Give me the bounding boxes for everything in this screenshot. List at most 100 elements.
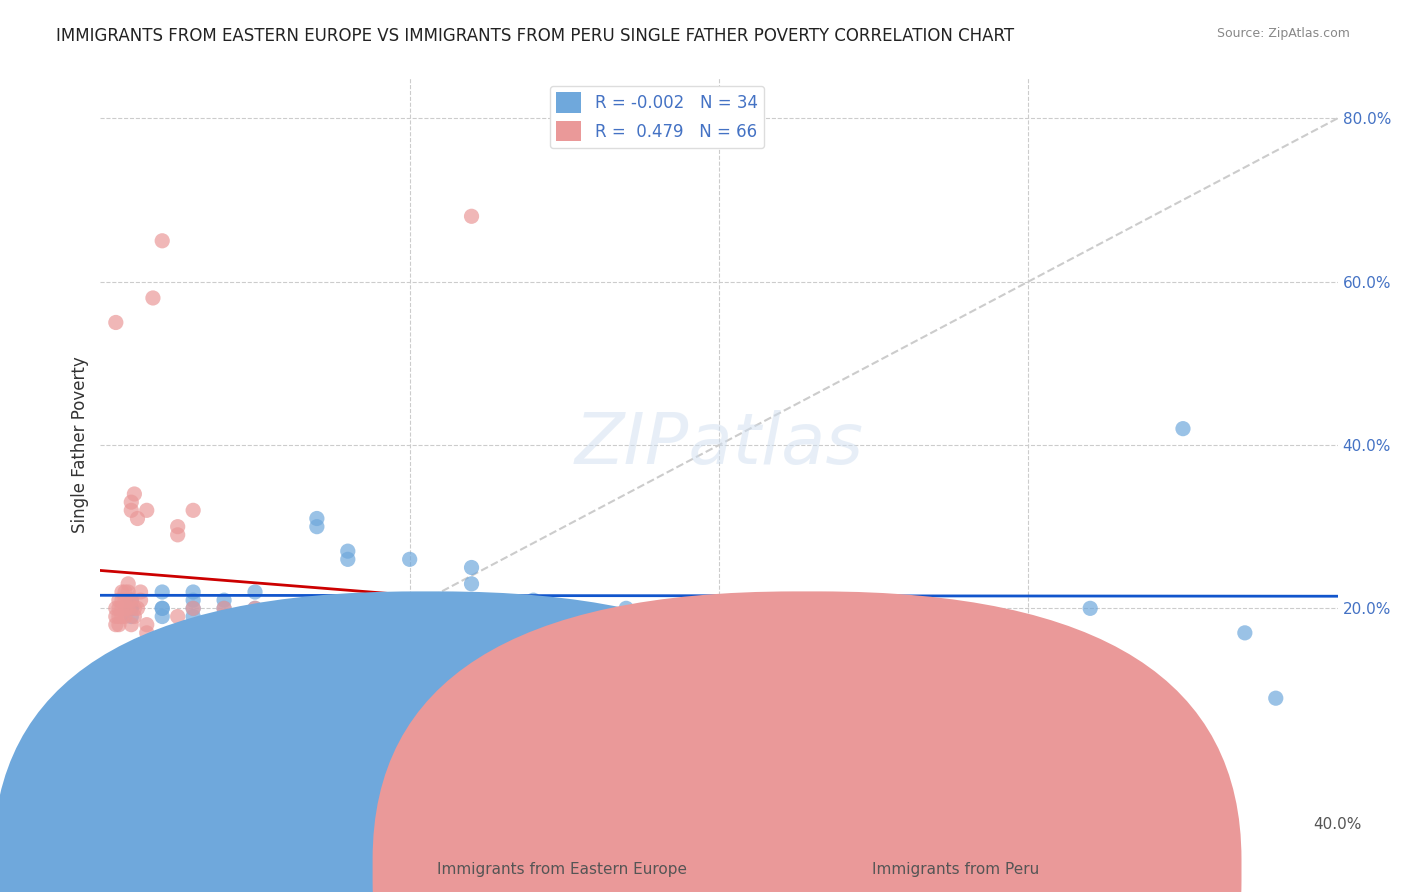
Point [336, 544, 359, 558]
Point [142, 291, 165, 305]
Point [1078, 601, 1101, 615]
Point [243, 625, 266, 640]
Point [274, 601, 297, 615]
Point [127, 511, 149, 525]
Point [181, 609, 204, 624]
Point [553, 609, 575, 624]
Point [336, 625, 359, 640]
Point [274, 642, 297, 657]
Point [111, 609, 134, 624]
Point [1264, 691, 1286, 706]
Point [120, 601, 142, 615]
Point [117, 577, 139, 591]
Point [1171, 422, 1194, 436]
Point [367, 601, 389, 615]
Point [212, 609, 235, 624]
Point [955, 650, 977, 665]
Y-axis label: Single Father Poverty: Single Father Poverty [72, 357, 89, 533]
Point [108, 601, 131, 615]
Point [108, 617, 131, 632]
Point [243, 585, 266, 599]
Point [104, 316, 127, 330]
Point [367, 593, 389, 607]
Point [111, 593, 134, 607]
Point [862, 642, 884, 657]
Point [114, 593, 136, 607]
Text: Source: ZipAtlas.com: Source: ZipAtlas.com [1216, 27, 1350, 40]
Point [104, 617, 127, 632]
Point [398, 552, 420, 566]
Point [124, 601, 146, 615]
Point [212, 601, 235, 615]
Point [135, 625, 157, 640]
Text: Immigrants from Peru: Immigrants from Peru [873, 863, 1039, 877]
Point [127, 601, 149, 615]
Point [212, 593, 235, 607]
Point [120, 593, 142, 607]
Point [120, 609, 142, 624]
Point [111, 601, 134, 615]
Point [129, 585, 152, 599]
Point [124, 609, 146, 624]
Point [336, 552, 359, 566]
Point [181, 601, 204, 615]
Point [114, 609, 136, 624]
Point [129, 593, 152, 607]
Point [104, 609, 127, 624]
Point [120, 503, 142, 517]
Point [117, 585, 139, 599]
Point [305, 519, 328, 533]
Point [243, 642, 266, 657]
Point [769, 625, 792, 640]
Point [305, 511, 328, 525]
Point [707, 617, 730, 632]
Text: ZIPatlas: ZIPatlas [575, 410, 863, 480]
Point [398, 601, 420, 615]
Point [114, 601, 136, 615]
Point [117, 593, 139, 607]
Point [111, 585, 134, 599]
Point [120, 617, 142, 632]
Point [707, 609, 730, 624]
Point [553, 625, 575, 640]
Point [614, 601, 637, 615]
Point [108, 593, 131, 607]
Point [243, 601, 266, 615]
Point [181, 601, 204, 615]
Point [150, 234, 173, 248]
Point [181, 503, 204, 517]
Point [150, 601, 173, 615]
Point [104, 601, 127, 615]
Point [108, 609, 131, 624]
Point [460, 209, 482, 223]
Point [398, 634, 420, 648]
Point [212, 634, 235, 648]
Point [135, 617, 157, 632]
Point [120, 495, 142, 509]
Point [181, 593, 204, 607]
Point [166, 519, 188, 533]
Point [150, 601, 173, 615]
Point [166, 528, 188, 542]
Text: Immigrants from Eastern Europe: Immigrants from Eastern Europe [437, 863, 688, 877]
Point [120, 601, 142, 615]
Point [522, 593, 544, 607]
Point [181, 625, 204, 640]
Point [150, 609, 173, 624]
Point [243, 601, 266, 615]
Point [120, 593, 142, 607]
Point [645, 601, 668, 615]
Point [707, 601, 730, 615]
Point [124, 487, 146, 501]
Point [1017, 666, 1039, 681]
Point [460, 560, 482, 574]
Point [181, 585, 204, 599]
Legend: R = -0.002   N = 34, R =  0.479   N = 66: R = -0.002 N = 34, R = 0.479 N = 66 [550, 86, 765, 148]
Point [166, 609, 188, 624]
Point [583, 625, 606, 640]
Point [135, 503, 157, 517]
Point [274, 625, 297, 640]
Point [522, 601, 544, 615]
Point [114, 585, 136, 599]
Point [1233, 625, 1256, 640]
